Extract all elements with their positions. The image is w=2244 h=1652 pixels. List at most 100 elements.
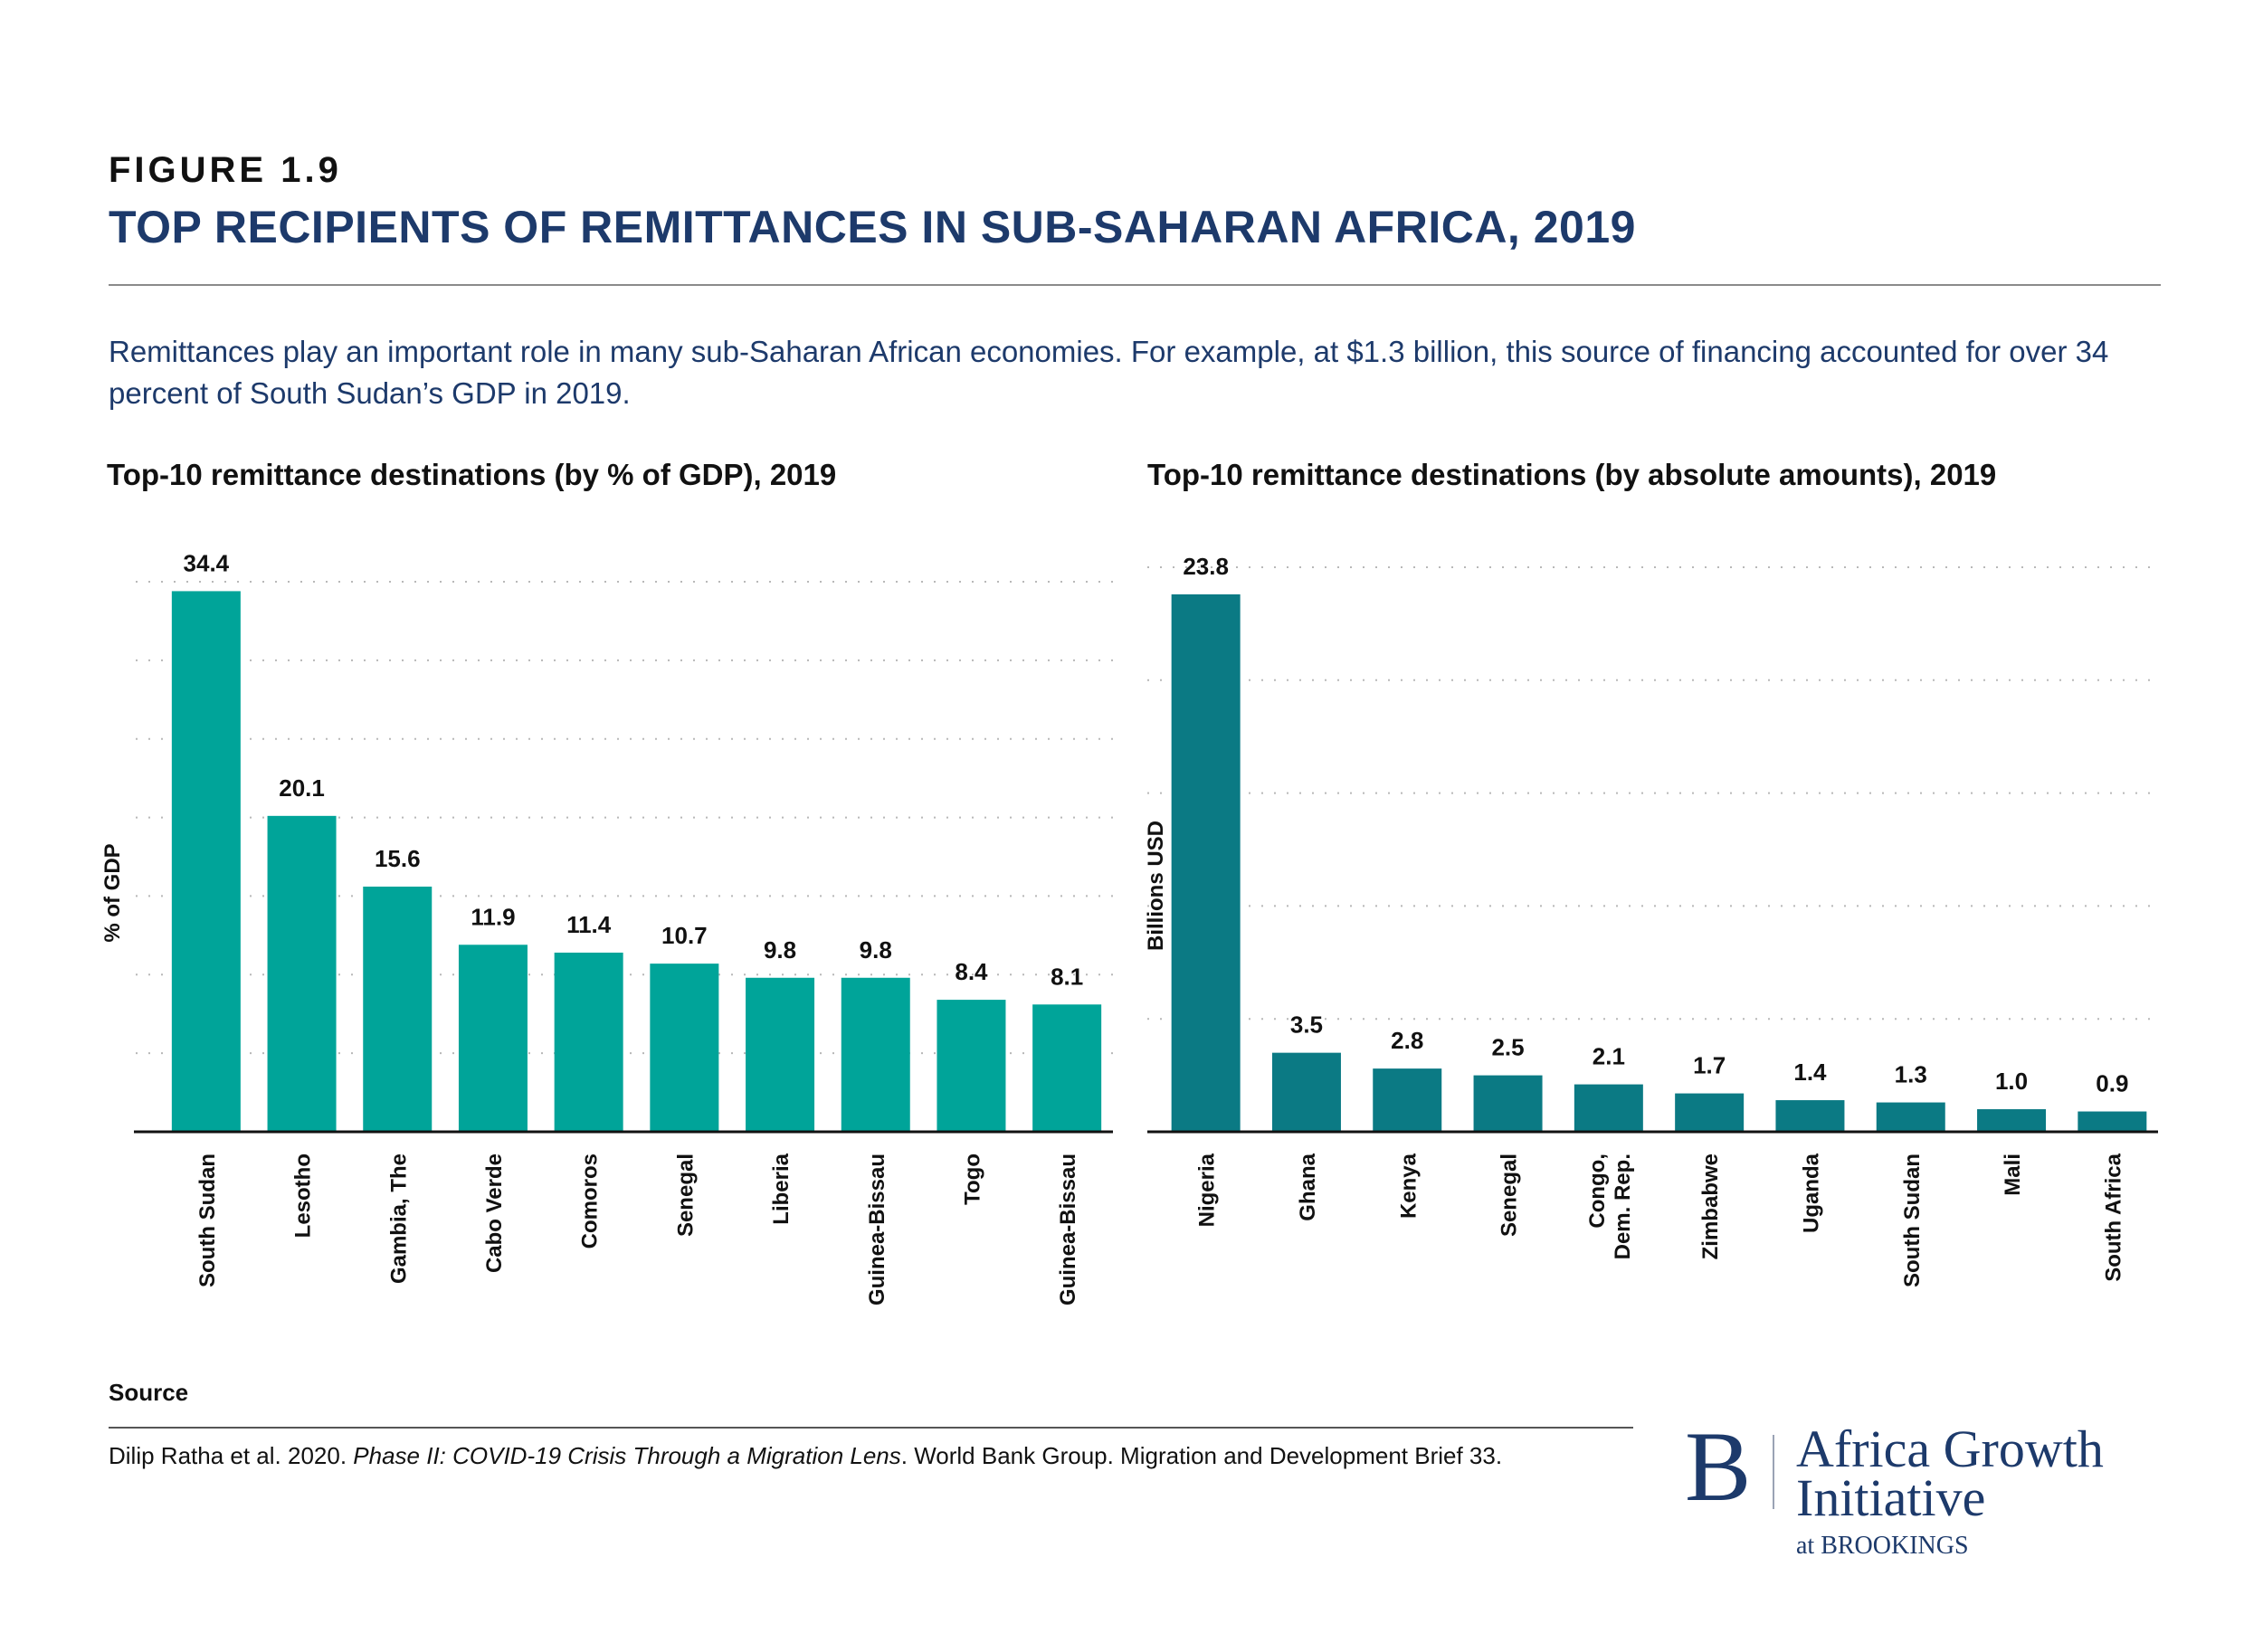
title-divider (109, 284, 2161, 286)
category-label: Liberia (769, 1153, 794, 1224)
bar (1574, 1084, 1643, 1132)
category-label: Mali (2001, 1154, 2025, 1196)
gdp-share-bar-chart: % of GDP 34.4 South Sudan 20.1 Lesotho 15.6 Ga… (100, 549, 1113, 1305)
data-label: 0.9 (2096, 1070, 2128, 1097)
data-label: 11.9 (471, 903, 515, 930)
data-label: 9.8 (764, 936, 796, 964)
category-label-line: Guinea-Bissau (865, 1154, 889, 1305)
category-label: Senegal (673, 1154, 698, 1237)
bar (1473, 1075, 1543, 1132)
brookings-b-icon: B (1685, 1411, 1752, 1522)
category-label: Senegal (1498, 1154, 1522, 1237)
category-label-line: Uganda (1799, 1153, 1823, 1233)
category-label: South Africa (2101, 1153, 2125, 1281)
y-axis-label: % of GDP (100, 843, 125, 942)
category-label-line: South Sudan (195, 1154, 220, 1287)
category-label: South Sudan (1900, 1154, 1925, 1287)
figure-label: FIGURE 1.9 (109, 150, 342, 190)
category-label-line: Cabo Verde (482, 1154, 507, 1273)
data-label: 1.7 (1693, 1052, 1726, 1079)
category-label: Comoros (578, 1154, 603, 1248)
data-label: 9.8 (860, 936, 892, 964)
category-label-line: Comoros (578, 1154, 603, 1248)
logo-line-1: Africa Growth (1796, 1419, 2104, 1478)
bar (1675, 1093, 1745, 1132)
data-label: 1.0 (1995, 1068, 2028, 1095)
bar (458, 945, 528, 1132)
category-label: Togo (960, 1154, 984, 1205)
category-label-line: Kenya (1396, 1153, 1421, 1219)
bar (650, 964, 719, 1132)
category-label-line: Dem. Rep. (1611, 1154, 1635, 1259)
bar (1171, 593, 1241, 1132)
category-label: Lesotho (291, 1154, 316, 1238)
category-label-line: Zimbabwe (1698, 1154, 1723, 1259)
data-label: 1.4 (1793, 1059, 1827, 1086)
category-label-line: Nigeria (1195, 1153, 1220, 1227)
bar (1032, 1004, 1102, 1132)
category-label-line: South Africa (2101, 1153, 2125, 1281)
data-label: 2.8 (1391, 1027, 1423, 1054)
category-label: Nigeria (1195, 1153, 1220, 1227)
category-label-line: Lesotho (291, 1154, 316, 1238)
citation-title: Phase II: COVID-19 Crisis Through a Migr… (353, 1442, 901, 1469)
citation-publisher: . World Bank Group. Migration and Develo… (900, 1442, 1503, 1469)
category-label: Guinea-Bissau (865, 1154, 889, 1305)
data-label: 3.5 (1290, 1011, 1323, 1039)
bar (171, 591, 241, 1132)
category-label-line: South Sudan (1900, 1154, 1925, 1287)
category-label-line: Senegal (1498, 1154, 1522, 1237)
data-label: 34.4 (184, 549, 230, 576)
category-label-line: Liberia (769, 1153, 794, 1224)
absolute-amount-bar-chart: Billions USD 23.8 Nigeria 3.5 Ghana 2.8 Kenya 2… (1144, 553, 2158, 1287)
bar (937, 1000, 1006, 1132)
category-label: Ghana (1296, 1153, 1320, 1220)
category-label-line: Togo (960, 1154, 984, 1205)
bar (267, 815, 337, 1132)
data-label: 2.1 (1593, 1043, 1625, 1070)
bar (1373, 1068, 1442, 1132)
bar (363, 887, 433, 1132)
data-label: 15.6 (375, 845, 421, 872)
data-label: 20.1 (279, 774, 325, 802)
category-label-line: Mali (2001, 1154, 2025, 1196)
bar (554, 952, 623, 1132)
bar (1876, 1102, 1945, 1132)
source-label: Source (109, 1379, 189, 1406)
data-label: 1.3 (1895, 1061, 1927, 1088)
bar (1271, 1052, 1341, 1132)
category-label: Zimbabwe (1698, 1154, 1723, 1259)
data-label: 8.1 (1051, 963, 1083, 990)
logo-line-2: Initiative (1796, 1468, 1986, 1527)
category-label: Congo, Dem. Rep. (1585, 1154, 1635, 1259)
left-chart-title: Top-10 remittance destinations (by % of … (107, 458, 837, 491)
category-label-line: Congo, (1585, 1154, 1610, 1229)
bar (2078, 1111, 2147, 1132)
bar (841, 977, 910, 1132)
category-label: South Sudan (195, 1154, 220, 1287)
citation-authors: Dilip Ratha et al. 2020. (109, 1442, 354, 1469)
category-label-line: Senegal (673, 1154, 698, 1237)
category-label: Uganda (1799, 1153, 1823, 1233)
category-label-line: Gambia, The (386, 1154, 411, 1284)
data-label: 2.5 (1491, 1034, 1524, 1061)
data-label: 11.4 (566, 911, 612, 938)
data-label: 10.7 (661, 922, 708, 949)
category-label-line: Guinea-Bissau (1056, 1154, 1080, 1305)
category-label: Guinea-Bissau (1056, 1154, 1080, 1305)
category-label: Cabo Verde (482, 1154, 507, 1273)
data-label: 8.4 (955, 958, 988, 985)
category-label-line: Ghana (1296, 1153, 1320, 1220)
source-citation: Dilip Ratha et al. 2020. Phase II: COVID… (109, 1442, 1502, 1470)
data-label: 23.8 (1183, 553, 1229, 580)
bar (746, 977, 815, 1132)
source-divider (109, 1427, 1633, 1429)
intro-paragraph: Remittances play an important role in ma… (109, 335, 2109, 410)
figure-title: TOP RECIPIENTS OF REMITTANCES IN SUB-SAH… (109, 202, 1636, 252)
logo-separator (1773, 1435, 1774, 1509)
bar (1977, 1109, 2047, 1132)
right-chart-title: Top-10 remittance destinations (by absol… (1147, 458, 1997, 491)
brookings-agi-logo: B Africa Growth Initiative at BROOKINGS (1685, 1417, 2164, 1567)
logo-line-3: at BROOKINGS (1796, 1532, 1969, 1560)
y-axis-label: Billions USD (1144, 821, 1168, 951)
